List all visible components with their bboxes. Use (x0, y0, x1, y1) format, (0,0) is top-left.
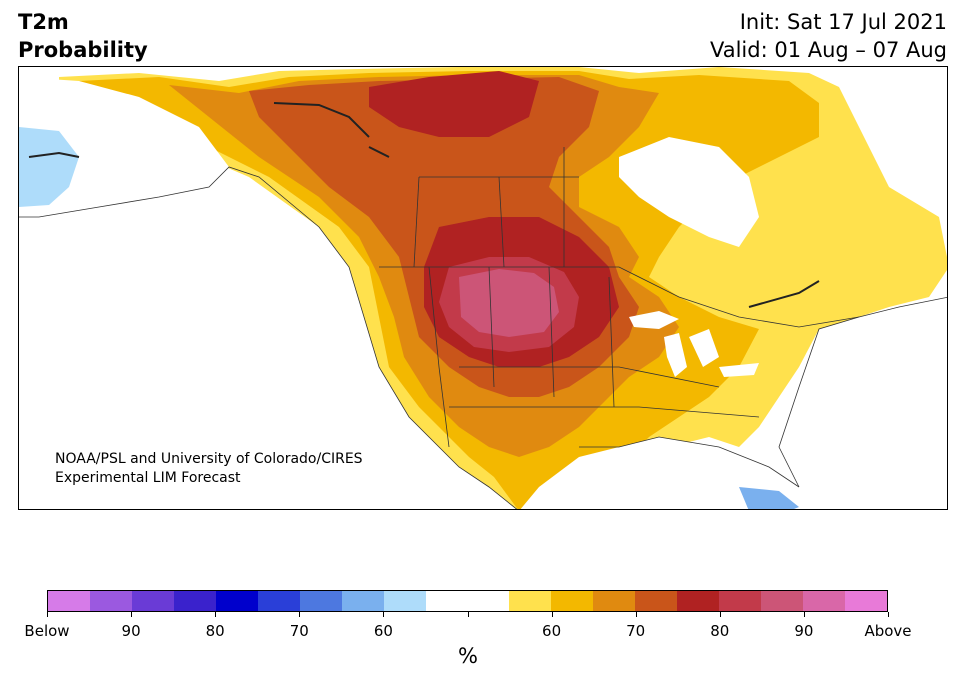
colorbar-segment (467, 591, 510, 611)
product-title: Probability (18, 38, 148, 62)
colorbar-segment (89, 591, 132, 611)
quebec-neutral (619, 137, 759, 247)
colorbar-segment (215, 591, 258, 611)
colorbar-tick-label: Above (864, 622, 912, 640)
colorbar-segment (509, 591, 552, 611)
caribbean-cool (739, 487, 799, 509)
colorbar-tick (467, 612, 469, 617)
colorbar-tick (635, 612, 637, 617)
colorbar-tick (888, 612, 889, 617)
colorbar-segment (341, 591, 384, 611)
colorbar-segment (677, 591, 720, 611)
colorbar-tick (131, 612, 133, 617)
colorbar-segment (761, 591, 804, 611)
colorbar-segment (48, 591, 90, 611)
colorbar-tick (47, 612, 48, 617)
alaska-neutral (19, 77, 229, 217)
probability-map[interactable] (18, 66, 948, 510)
colorbar-tick-label: Below (24, 622, 70, 640)
colorbar-segment (803, 591, 846, 611)
credit-block: NOAA/PSL and University of Colorado/CIRE… (55, 450, 363, 488)
colorbar-tick (215, 612, 217, 617)
colorbar (47, 590, 888, 612)
alaska-cool (19, 127, 79, 207)
colorbar-tick-label: 70 (289, 622, 309, 640)
colorbar-tick-label: 80 (710, 622, 730, 640)
pacific-ocean (19, 217, 478, 509)
land-pink-core (459, 269, 559, 337)
valid-date: Valid: 01 Aug – 07 Aug (709, 38, 947, 62)
colorbar-segment (383, 591, 426, 611)
init-date: Init: Sat 17 Jul 2021 (739, 10, 947, 34)
colorbar-tick-label: 90 (121, 622, 141, 640)
colorbar-segment (635, 591, 678, 611)
boundaries (19, 147, 947, 509)
variable-title: T2m (18, 10, 69, 34)
great-lakes (629, 311, 759, 377)
colorbar-segment (299, 591, 342, 611)
colorbar-segment (845, 591, 888, 611)
map-canvas (19, 67, 947, 509)
atlantic-ocean (779, 297, 947, 509)
colorbar-segment (593, 591, 636, 611)
major-borders (28, 102, 820, 308)
colorbar-tick (803, 612, 805, 617)
colorbar-tick (299, 612, 301, 617)
colorbar-segment (131, 591, 174, 611)
credit-line-1: NOAA/PSL and University of Colorado/CIRE… (55, 451, 363, 467)
title-block: T2m Probability (18, 8, 148, 64)
colorbar-segment (257, 591, 300, 611)
colorbar-tick-label: 60 (542, 622, 562, 640)
colorbar-segment (719, 591, 762, 611)
colorbar-segment (551, 591, 594, 611)
colorbar-tick-label: 80 (205, 622, 225, 640)
colorbar-segment (173, 591, 216, 611)
colorbar-unit: % (458, 644, 478, 668)
colorbar-tick (383, 612, 385, 617)
colorbar-tick (551, 612, 553, 617)
colorbar-tick-label: 90 (794, 622, 814, 640)
credit-line-2: Experimental LIM Forecast (55, 470, 241, 486)
colorbar-tick-label: 60 (373, 622, 393, 640)
colorbar-tick (719, 612, 721, 617)
colorbar-tick-label: 70 (626, 622, 646, 640)
colorbar-segment (425, 591, 468, 611)
date-block: Init: Sat 17 Jul 2021 Valid: 01 Aug – 07… (710, 8, 947, 64)
